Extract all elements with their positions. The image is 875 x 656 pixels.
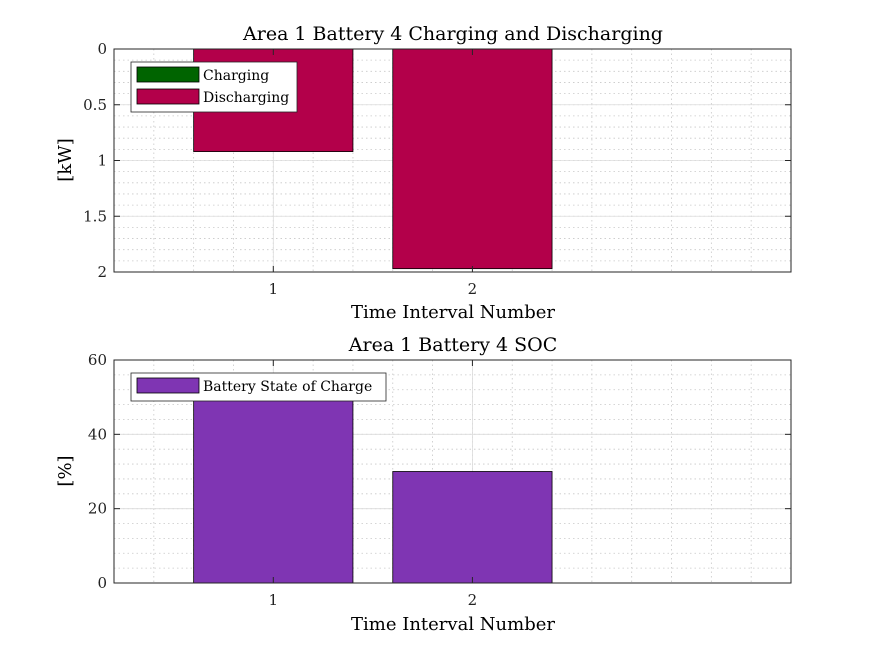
x-tick-label: 1 [269, 591, 279, 609]
bar-discharging-2 [392, 48, 553, 270]
legend-swatch [136, 377, 200, 394]
y-tick-label: 0 [97, 574, 107, 592]
legend-label: Battery State of Charge [203, 379, 372, 395]
plot-frame [113, 359, 792, 584]
y-tick-label: 2 [97, 263, 107, 281]
legend-swatch [136, 88, 200, 105]
legend: Battery State of Charge [130, 372, 387, 402]
bar-battery-state-of-charge-1 [193, 389, 354, 584]
bars [193, 389, 553, 584]
y-tick-label: 1.5 [83, 207, 107, 225]
x-tick-label: 2 [468, 591, 478, 609]
y-tick-label: 0.5 [83, 96, 107, 114]
y-tick-label: 20 [88, 500, 107, 518]
legend-swatch [136, 66, 200, 83]
legend: Charging Discharging [130, 61, 298, 113]
y-tick-label: 40 [88, 425, 107, 443]
x-tick-label: 1 [269, 280, 279, 298]
y-tick-label: 1 [97, 152, 107, 170]
x-axis-label: Time Interval Number [351, 302, 555, 323]
x-tick-label: 2 [468, 280, 478, 298]
y-tick-label: 60 [88, 351, 107, 369]
y-tick-label: 0 [97, 40, 107, 58]
x-axis-label: Time Interval Number [351, 614, 555, 635]
chart-title: Area 1 Battery 4 SOC [348, 334, 557, 356]
y-ticks: 0 20 40 60 [88, 351, 791, 592]
y-ticks: 0 0.5 1 1.5 2 [83, 40, 791, 281]
chart-title: Area 1 Battery 4 Charging and Dischargin… [242, 23, 663, 45]
charging-discharging-chart: Area 1 Battery 4 Charging and Dischargin… [55, 23, 792, 323]
legend-label: Charging [203, 68, 269, 84]
y-axis-label: [kW] [55, 138, 76, 181]
y-axis-label: [%] [55, 455, 76, 486]
legend-label: Discharging [203, 90, 289, 106]
bar-battery-state-of-charge-2 [392, 471, 553, 584]
